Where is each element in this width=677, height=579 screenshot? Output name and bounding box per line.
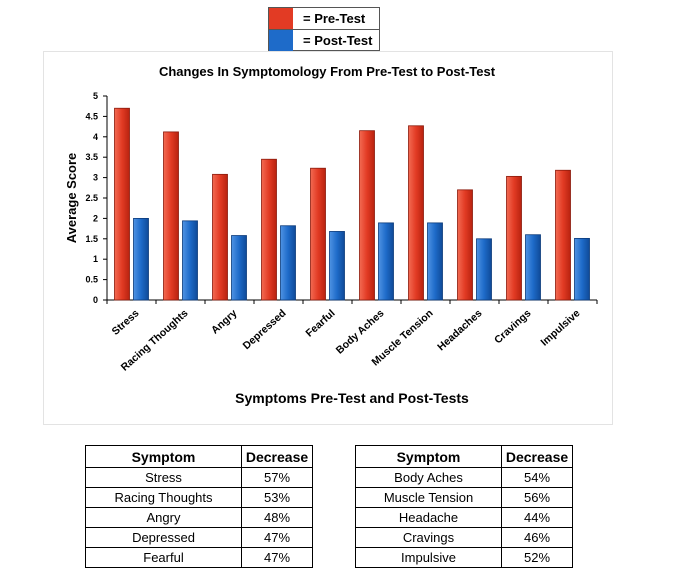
decrease-cell: 46% [501,527,573,548]
header-symptom: Symptom [355,445,502,468]
x-tick-label: Fearful [303,307,337,339]
y-tick-label: 0 [93,295,98,305]
bar-post-test-racing-thoughts [182,220,198,301]
legend-label-post-test: = Post-Test [303,33,373,48]
symptom-cell: Body Aches [355,467,502,488]
table-row: Angry 48% [85,507,313,528]
y-tick-label: 3.5 [85,152,98,162]
decrease-cell: 54% [501,467,573,488]
header-symptom: Symptom [85,445,242,468]
decrease-cell: 44% [501,507,573,528]
symptom-cell: Impulsive [355,547,502,568]
bar-pre-test-headaches [457,189,473,301]
legend-item-pre-test: = Pre-Test [269,8,379,29]
symptom-cell: Stress [85,467,242,488]
bar-post-test-angry [231,235,247,301]
decrease-cell: 56% [501,487,573,508]
bar-post-test-impulsive [574,237,590,301]
chart-title: Changes In Symptomology From Pre-Test to… [159,64,496,79]
table-row: Impulsive 52% [355,547,573,568]
y-tick-label: 1.5 [85,234,98,244]
x-tick-label: Body Aches [334,307,387,356]
decrease-cell: 52% [501,547,573,568]
symptom-cell: Muscle Tension [355,487,502,508]
symptom-cell: Cravings [355,527,502,548]
decrease-table-right: Symptom Decrease Body Aches 54% Muscle Te… [355,445,573,568]
x-tick-label: Cravings [492,307,534,346]
x-tick-label: Angry [209,307,240,336]
y-tick-label: 1 [93,254,98,264]
bar-post-test-stress [133,217,149,301]
legend-swatch-pre-test [269,8,293,29]
bar-pre-test-fearful [310,167,326,301]
decrease-cell: 57% [241,467,313,488]
x-tick-label: Impulsive [538,307,582,348]
bar-post-test-depressed [280,225,296,301]
bar-pre-test-body-aches [359,130,375,301]
bar-pre-test-muscle-tension [408,125,424,301]
symptom-cell: Racing Thoughts [85,487,242,508]
y-axis-label: Average Score [64,153,79,244]
bar-pre-test-depressed [261,158,277,301]
bar-pre-test-racing-thoughts [163,131,179,301]
y-tick-label: 2 [93,213,98,223]
decrease-cell: 48% [241,507,313,528]
decrease-cell: 47% [241,527,313,548]
bar-pre-test-cravings [506,175,522,301]
y-tick-label: 2.5 [85,193,98,203]
symptom-cell: Depressed [85,527,242,548]
symptom-cell: Fearful [85,547,242,568]
y-tick-label: 4.5 [85,111,98,121]
bar-pre-test-angry [212,173,228,301]
bar-pre-test-impulsive [555,169,571,301]
x-tick-label: Stress [110,307,142,338]
decrease-cell: 53% [241,487,313,508]
table-row: Racing Thoughts 53% [85,487,313,508]
decrease-cell: 47% [241,547,313,568]
y-tick-label: 4 [93,132,98,142]
table-row: Stress 57% [85,467,313,488]
table-row: Depressed 47% [85,527,313,548]
table-row: Muscle Tension 56% [355,487,573,508]
header-decrease: Decrease [241,445,313,468]
y-tick-label: 0.5 [85,275,98,285]
table-header-row: Symptom Decrease [85,445,313,468]
bar-post-test-fearful [329,231,345,301]
y-tick-label: 3 [93,173,98,183]
x-tick-label: Headaches [435,307,484,353]
symptom-cell: Angry [85,507,242,528]
x-axis-label: Symptoms Pre-Test and Post-Tests [235,390,469,406]
x-tick-label: Depressed [241,307,289,352]
legend-swatch-post-test [269,30,293,51]
bar-post-test-headaches [476,238,492,301]
symptom-cell: Headache [355,507,502,528]
bar-post-test-body-aches [378,222,394,301]
bar-post-test-muscle-tension [427,222,443,301]
table-row: Headache 44% [355,507,573,528]
bar-chart: Changes In Symptomology From Pre-Test to… [64,64,598,406]
y-tick-label: 5 [93,91,98,101]
chart-area: Changes In Symptomology From Pre-Test to… [43,51,613,425]
table-row: Body Aches 54% [355,467,573,488]
decrease-table-left: Symptom Decrease Stress 57% Racing Though… [85,445,313,568]
legend-item-post-test: = Post-Test [269,29,379,51]
chart-legend: = Pre-Test = Post-Test [268,7,380,51]
bar-pre-test-stress [114,107,130,301]
table-row: Cravings 46% [355,527,573,548]
header-decrease: Decrease [501,445,573,468]
table-header-row: Symptom Decrease [355,445,573,468]
legend-label-pre-test: = Pre-Test [303,11,366,26]
table-row: Fearful 47% [85,547,313,568]
bar-post-test-cravings [525,234,541,301]
